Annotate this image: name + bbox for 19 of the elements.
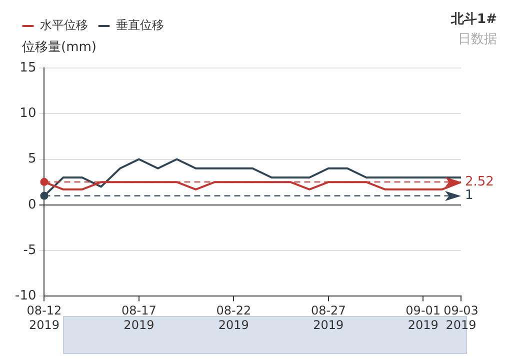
legend-label: 水平位移 <box>40 18 88 32</box>
y-tick-label: 15 <box>20 60 36 76</box>
y-tick-label: 10 <box>20 106 36 122</box>
y-tick-label: 0 <box>28 197 36 212</box>
x-tick-label: 09-03 2019 <box>444 304 478 332</box>
y-tick-label: 5 <box>28 152 36 167</box>
x-tick-label: 08-27 2019 <box>310 304 346 332</box>
y-tick-label: -5 <box>23 242 36 258</box>
x-tick-label: 08-12 2019 <box>26 304 62 332</box>
chart-title: 北斗1# <box>451 11 497 28</box>
x-tick-label: 08-22 2019 <box>216 304 252 332</box>
legend-label: 垂直位移 <box>116 18 164 32</box>
y-axis-title: 位移量(mm) <box>22 39 96 56</box>
x-tick-label: 09-01 2019 <box>406 304 441 332</box>
chart-subtitle: 日数据 <box>458 31 497 48</box>
ref-line-label: 2.52 <box>465 174 494 190</box>
ref-line-label: 1 <box>465 188 474 204</box>
x-tick-label: 08-17 2019 <box>122 304 156 332</box>
y-tick-label: -10 <box>15 288 36 304</box>
